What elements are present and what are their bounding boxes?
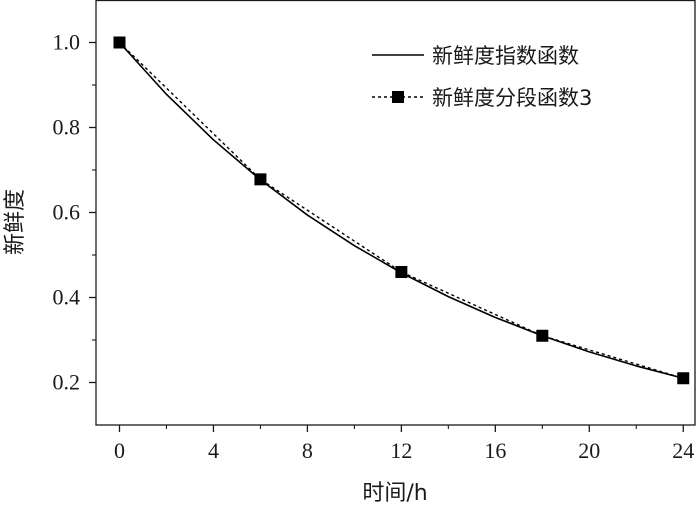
plot-frame	[95, 0, 696, 426]
series-layer	[113, 36, 690, 385]
y-tick-label: 0.2	[53, 370, 81, 395]
legend-label: 新鲜度指数函数	[432, 44, 579, 68]
series-point-piecewise	[254, 173, 267, 186]
x-axis-title: 时间/h	[362, 481, 427, 505]
x-tick-label: 12	[390, 438, 412, 463]
x-tick-label: 0	[114, 438, 125, 463]
series-point-piecewise	[677, 372, 690, 385]
x-tick-label: 16	[484, 438, 506, 463]
legend-square-marker	[392, 91, 404, 103]
y-axis-title: 新鲜度	[3, 189, 28, 255]
legend-label: 新鲜度分段函数3	[432, 86, 592, 110]
x-tick-label: 8	[302, 438, 313, 463]
x-tick-label: 4	[208, 438, 219, 463]
x-axis: 0 4 8 12 16 20 24	[114, 425, 694, 463]
y-tick-label: 0.4	[53, 285, 81, 310]
y-tick-label: 0.6	[53, 200, 81, 225]
series-point-piecewise	[536, 329, 549, 342]
y-tick-label: 1.0	[53, 30, 81, 55]
series-point-piecewise	[113, 36, 126, 49]
x-tick-label: 24	[672, 438, 694, 463]
series-point-piecewise	[395, 266, 408, 278]
y-tick-label: 0.8	[53, 115, 81, 140]
plot-border	[95, 0, 696, 426]
x-tick-label: 20	[578, 438, 600, 463]
y-axis: 0.2 0.4 0.6 0.8 1.0	[53, 30, 96, 395]
